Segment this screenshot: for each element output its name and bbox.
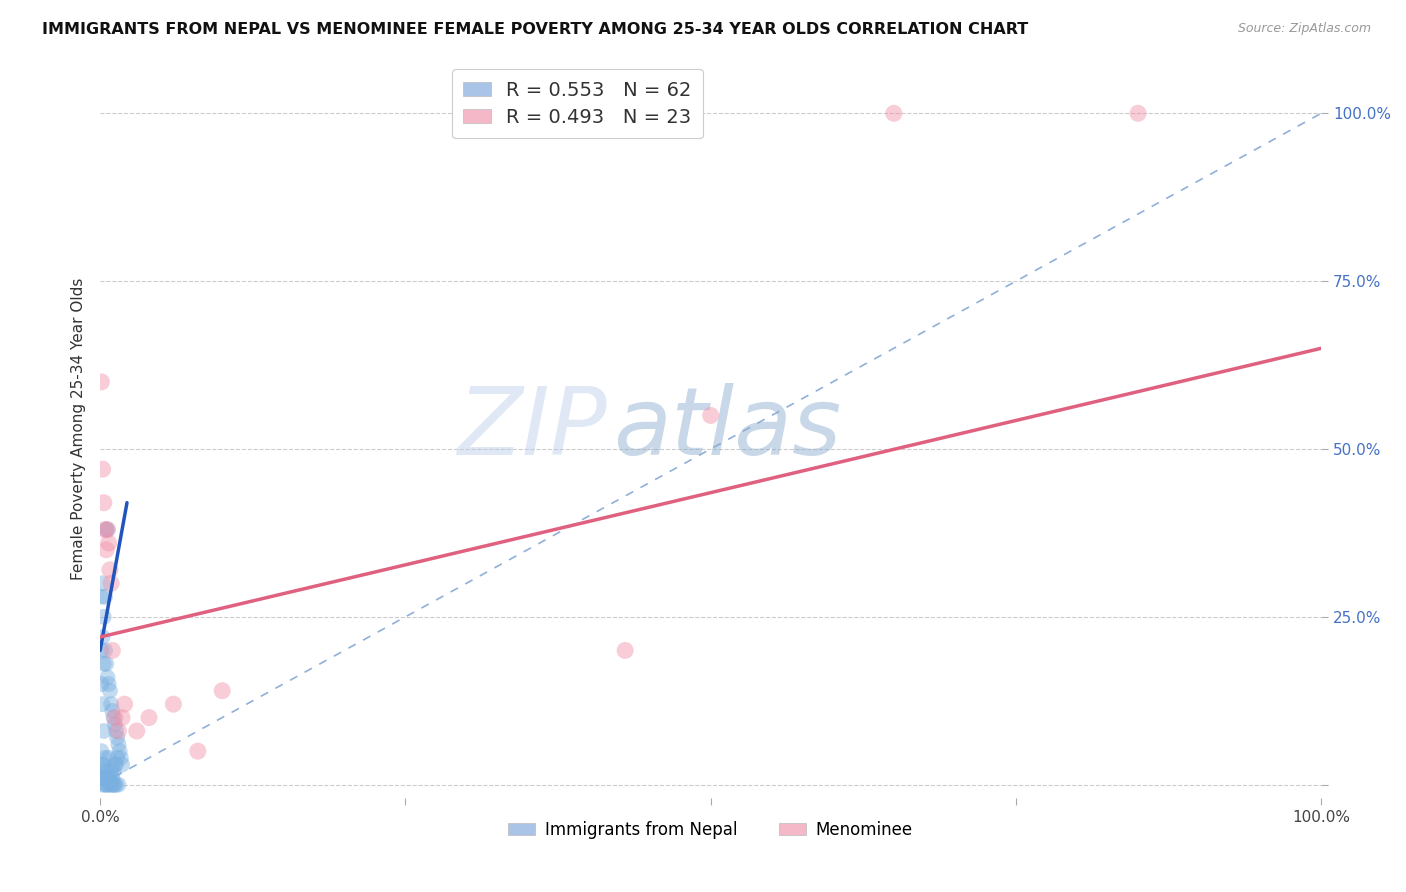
Point — [100, 778, 122, 792]
Point — [94, 523, 117, 537]
Point — [93, 771, 115, 785]
Point — [96, 771, 118, 785]
Point — [105, 757, 128, 772]
Point — [1126, 106, 1149, 120]
Point — [96, 542, 118, 557]
Y-axis label: Female Poverty Among 25-34 Year Olds: Female Poverty Among 25-34 Year Olds — [72, 277, 86, 580]
Point — [98, 764, 121, 779]
Point — [96, 778, 118, 792]
Point — [107, 738, 129, 752]
Point — [114, 697, 136, 711]
Point — [100, 697, 122, 711]
Point — [91, 778, 114, 792]
Point — [101, 704, 124, 718]
Point — [91, 771, 114, 785]
Point — [91, 630, 114, 644]
Point — [94, 771, 117, 785]
Point — [96, 523, 118, 537]
Point — [91, 757, 114, 772]
Point — [97, 751, 120, 765]
Point — [105, 731, 128, 745]
Point — [699, 409, 721, 423]
Point — [883, 106, 905, 120]
Point — [104, 717, 127, 731]
Point — [90, 590, 112, 604]
Text: Source: ZipAtlas.com: Source: ZipAtlas.com — [1237, 22, 1371, 36]
Point — [162, 697, 184, 711]
Point — [97, 677, 120, 691]
Point — [107, 778, 129, 792]
Point — [96, 523, 118, 537]
Text: IMMIGRANTS FROM NEPAL VS MENOMINEE FEMALE POVERTY AMONG 25-34 YEAR OLDS CORRELAT: IMMIGRANTS FROM NEPAL VS MENOMINEE FEMAL… — [42, 22, 1028, 37]
Point — [90, 771, 112, 785]
Point — [100, 764, 122, 779]
Point — [101, 778, 124, 792]
Point — [96, 670, 118, 684]
Point — [97, 771, 120, 785]
Point — [138, 710, 160, 724]
Point — [101, 643, 124, 657]
Point — [91, 764, 114, 779]
Point — [90, 643, 112, 657]
Point — [93, 771, 115, 785]
Point — [105, 751, 128, 765]
Point — [108, 744, 131, 758]
Text: ZIP: ZIP — [457, 384, 607, 475]
Point — [103, 764, 125, 779]
Point — [100, 576, 122, 591]
Point — [97, 771, 120, 785]
Point — [105, 724, 128, 739]
Point — [94, 590, 117, 604]
Point — [96, 778, 118, 792]
Point — [96, 771, 118, 785]
Point — [90, 677, 112, 691]
Point — [93, 610, 115, 624]
Point — [107, 724, 129, 739]
Point — [187, 744, 209, 758]
Point — [91, 576, 114, 591]
Point — [96, 523, 118, 537]
Point — [97, 536, 120, 550]
Point — [94, 643, 117, 657]
Point — [91, 462, 114, 476]
Point — [211, 683, 233, 698]
Point — [90, 764, 112, 779]
Point — [93, 724, 115, 739]
Point — [103, 710, 125, 724]
Point — [111, 710, 134, 724]
Point — [125, 724, 148, 739]
Point — [90, 375, 112, 389]
Point — [94, 778, 117, 792]
Point — [98, 563, 121, 577]
Point — [98, 778, 121, 792]
Point — [104, 710, 127, 724]
Point — [93, 757, 115, 772]
Point — [96, 771, 118, 785]
Point — [110, 751, 132, 765]
Point — [93, 657, 115, 671]
Point — [90, 744, 112, 758]
Point — [614, 643, 637, 657]
Point — [93, 496, 115, 510]
Point — [104, 757, 127, 772]
Text: atlas: atlas — [613, 384, 841, 475]
Point — [96, 657, 118, 671]
Point — [94, 751, 117, 765]
Legend: Immigrants from Nepal, Menominee: Immigrants from Nepal, Menominee — [502, 814, 920, 846]
Point — [105, 778, 128, 792]
Point — [111, 757, 134, 772]
Point — [101, 771, 124, 785]
Point — [91, 697, 114, 711]
Point — [98, 683, 121, 698]
Point — [103, 778, 125, 792]
Point — [104, 778, 127, 792]
